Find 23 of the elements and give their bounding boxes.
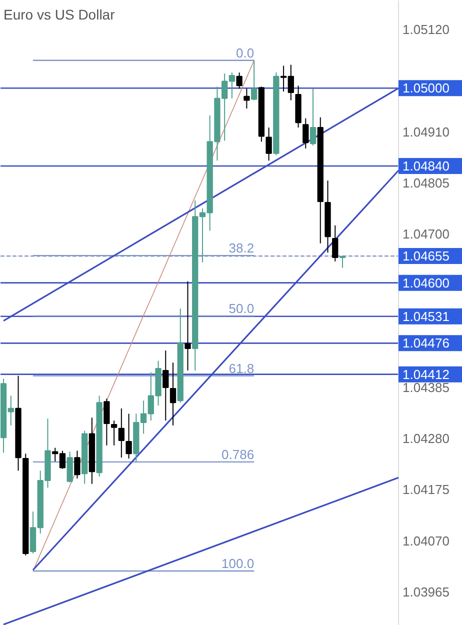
ref-line-label: 1.04476 — [402, 336, 450, 351]
y-tick-label: 1.04385 — [402, 380, 450, 395]
ref-line-label: 1.04531 — [402, 308, 450, 324]
y-tick-label: 1.03965 — [402, 584, 450, 600]
chart-title: Euro vs US Dollar — [4, 6, 116, 22]
series-label: 61.8 — [228, 360, 254, 376]
y-tick-label: 1.04700 — [402, 226, 450, 242]
series-label: 38.2 — [228, 240, 254, 256]
series-label: 50.0 — [228, 300, 254, 316]
series-label: 0.0 — [236, 45, 254, 60]
ref-line-label: 1.04840 — [402, 158, 450, 174]
series-label: 100.0 — [222, 556, 254, 571]
y-tick-label: 1.04910 — [402, 124, 450, 140]
y-tick-label: 1.04175 — [402, 482, 450, 498]
ref-line-label: 1.04412 — [402, 366, 450, 382]
y-tick-label: 1.04280 — [402, 431, 450, 446]
ref-line-label: 1.04600 — [402, 275, 450, 290]
y-tick-label: 1.04070 — [402, 533, 450, 548]
y-tick-label: 1.05120 — [402, 22, 450, 38]
y-tick-label: 1.04805 — [402, 176, 450, 191]
ref-line-label: 1.05000 — [402, 80, 450, 96]
ref-line-label: 1.04655 — [402, 248, 450, 264]
series-label: 0.786 — [222, 446, 254, 462]
